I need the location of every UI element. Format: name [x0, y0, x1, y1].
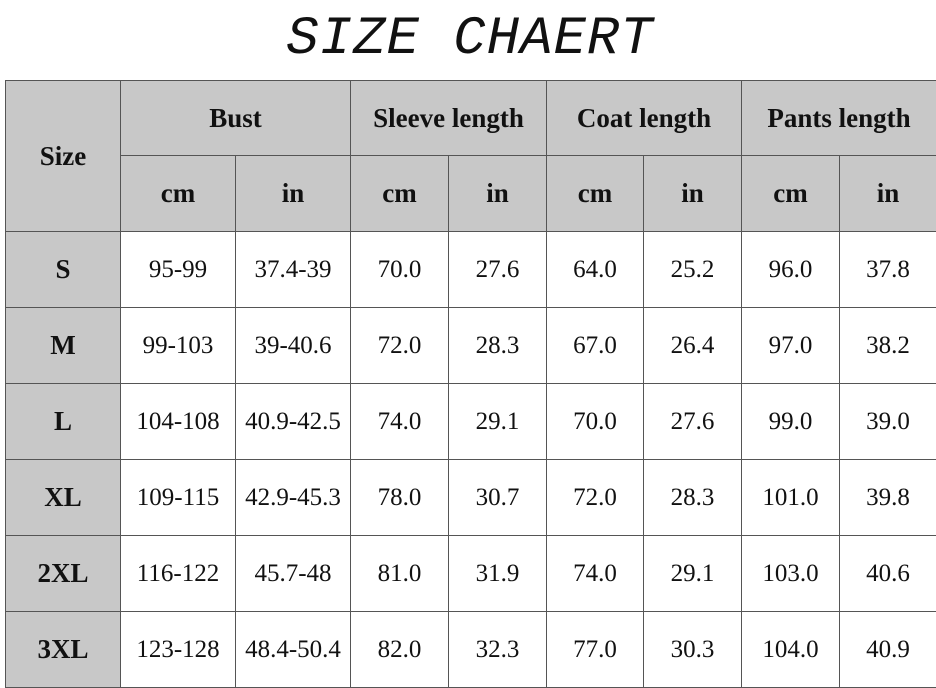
size-value: 109-115 — [120, 459, 236, 536]
size-value: 97.0 — [741, 307, 840, 384]
size-label: S — [5, 231, 121, 308]
size-label: XL — [5, 459, 121, 536]
size-value: 25.2 — [643, 231, 742, 308]
size-value: 39.0 — [839, 383, 936, 460]
size-label: 3XL — [5, 611, 121, 688]
unit-header: in — [235, 155, 351, 232]
size-value: 70.0 — [546, 383, 644, 460]
unit-header: in — [839, 155, 936, 232]
size-value: 104-108 — [120, 383, 236, 460]
size-value: 82.0 — [350, 611, 449, 688]
size-value: 64.0 — [546, 231, 644, 308]
size-value: 45.7-48 — [235, 535, 351, 612]
size-value: 39.8 — [839, 459, 936, 536]
size-value: 29.1 — [643, 535, 742, 612]
size-label: 2XL — [5, 535, 121, 612]
size-header: Size — [5, 80, 121, 232]
unit-header: cm — [120, 155, 236, 232]
size-value: 123-128 — [120, 611, 236, 688]
size-value: 78.0 — [350, 459, 449, 536]
size-value: 99-103 — [120, 307, 236, 384]
size-value: 104.0 — [741, 611, 840, 688]
group-header: Pants length — [741, 80, 936, 156]
size-value: 72.0 — [546, 459, 644, 536]
size-value: 32.3 — [448, 611, 547, 688]
size-value: 40.9-42.5 — [235, 383, 351, 460]
size-value: 48.4-50.4 — [235, 611, 351, 688]
title: SIZE CHAERT — [286, 9, 654, 70]
size-value: 28.3 — [643, 459, 742, 536]
size-value: 27.6 — [643, 383, 742, 460]
size-value: 74.0 — [546, 535, 644, 612]
group-header: Sleeve length — [350, 80, 547, 156]
size-label: L — [5, 383, 121, 460]
size-value: 77.0 — [546, 611, 644, 688]
size-value: 101.0 — [741, 459, 840, 536]
unit-header: cm — [546, 155, 644, 232]
size-value: 40.9 — [839, 611, 936, 688]
size-value: 67.0 — [546, 307, 644, 384]
unit-header: in — [448, 155, 547, 232]
group-header: Bust — [120, 80, 351, 156]
size-value: 26.4 — [643, 307, 742, 384]
size-value: 116-122 — [120, 535, 236, 612]
size-value: 27.6 — [448, 231, 547, 308]
size-value: 99.0 — [741, 383, 840, 460]
size-value: 31.9 — [448, 535, 547, 612]
size-value: 30.7 — [448, 459, 547, 536]
size-value: 96.0 — [741, 231, 840, 308]
size-value: 40.6 — [839, 535, 936, 612]
unit-header: cm — [350, 155, 449, 232]
size-value: 38.2 — [839, 307, 936, 384]
size-value: 72.0 — [350, 307, 449, 384]
size-value: 81.0 — [350, 535, 449, 612]
size-value: 37.8 — [839, 231, 936, 308]
size-value: 28.3 — [448, 307, 547, 384]
size-value: 29.1 — [448, 383, 547, 460]
size-value: 103.0 — [741, 535, 840, 612]
group-header: Coat length — [546, 80, 742, 156]
size-value: 42.9-45.3 — [235, 459, 351, 536]
size-value: 37.4-39 — [235, 231, 351, 308]
size-value: 74.0 — [350, 383, 449, 460]
unit-header: in — [643, 155, 742, 232]
size-value: 95-99 — [120, 231, 236, 308]
size-value: 30.3 — [643, 611, 742, 688]
size-value: 39-40.6 — [235, 307, 351, 384]
unit-header: cm — [741, 155, 840, 232]
size-value: 70.0 — [350, 231, 449, 308]
size-label: M — [5, 307, 121, 384]
